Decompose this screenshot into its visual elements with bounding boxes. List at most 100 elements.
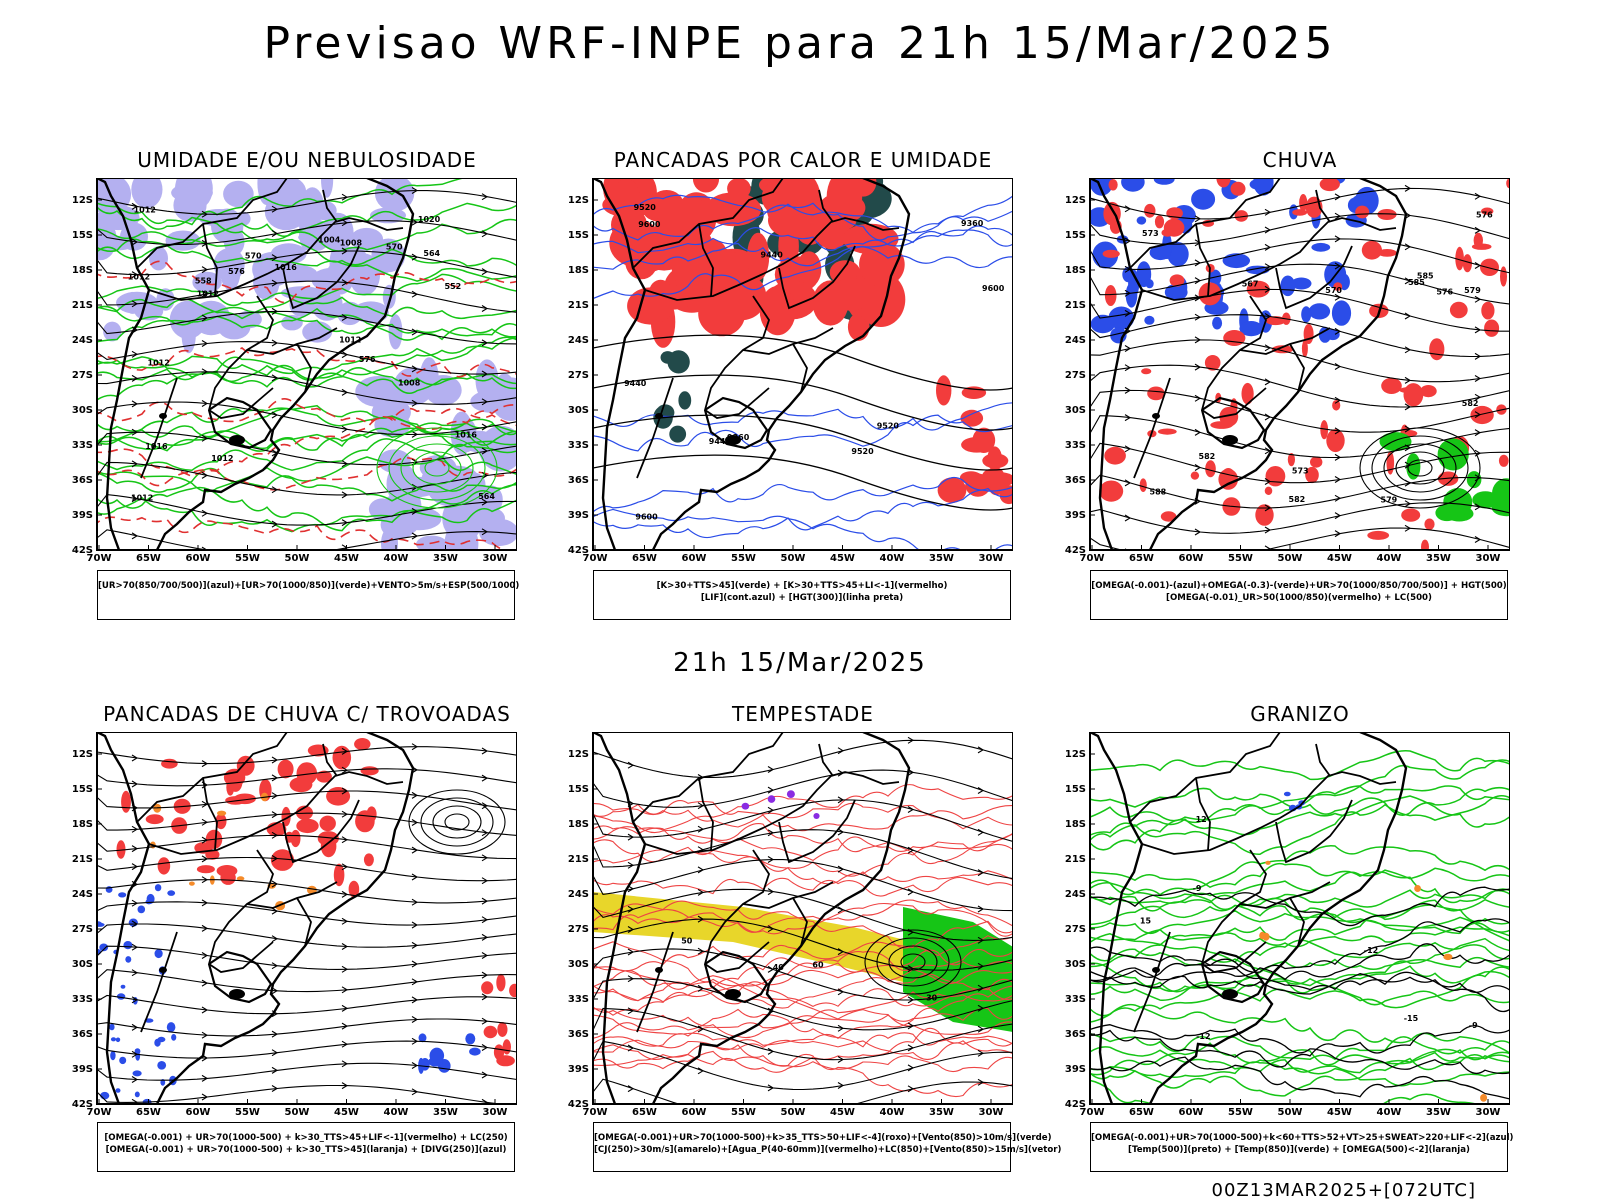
vortex-ring	[1383, 443, 1457, 493]
state-border	[282, 799, 360, 864]
lat-label: 33S	[1065, 440, 1086, 451]
contour-label: 9360	[961, 219, 984, 228]
wind-arrow	[131, 374, 139, 382]
wind-arrow	[907, 736, 915, 744]
wind-arrow	[1194, 313, 1202, 321]
wind-arrow	[1124, 237, 1132, 245]
shaded-area	[1241, 382, 1254, 405]
lon-label: 70W	[87, 553, 112, 564]
shaded-area	[1169, 274, 1185, 287]
wind-arrow	[411, 846, 419, 854]
wind-arrow	[201, 1006, 209, 1014]
contour-label: 570	[1325, 286, 1342, 295]
wind-arrow	[341, 519, 349, 527]
wind-arrow	[627, 905, 635, 913]
lat-label: 36S	[1065, 475, 1086, 486]
contour-label: 12	[1196, 815, 1207, 824]
coastline-west	[593, 732, 647, 1104]
contour-label: 564	[478, 492, 495, 501]
wind-arrow	[481, 802, 489, 810]
anticyclone	[408, 789, 506, 855]
vortex-ring	[888, 945, 938, 979]
geography	[97, 732, 415, 1104]
streamline	[97, 401, 517, 436]
wind-arrow	[201, 1031, 209, 1039]
contour-line	[97, 427, 517, 451]
shaded-area	[1443, 953, 1453, 961]
shaded-area	[1466, 471, 1482, 489]
state-border	[1315, 189, 1331, 223]
shaded-area	[609, 219, 662, 267]
wind-arrow	[201, 855, 209, 863]
lat-label: 12S	[1065, 749, 1086, 760]
shaded-area	[100, 1091, 110, 1100]
wind-arrow	[977, 984, 985, 992]
wind-arrow	[271, 756, 279, 764]
streamline	[97, 1062, 517, 1081]
wind-arrow	[271, 987, 279, 995]
wind-arrow	[837, 747, 845, 755]
shaded-area	[1222, 253, 1250, 269]
wind-arrow	[411, 1062, 419, 1069]
lat-label: 42S	[72, 545, 93, 556]
contour-label: 558	[195, 277, 212, 286]
wind-arrow	[977, 1049, 985, 1057]
coastline-west	[97, 178, 151, 550]
shaded-area	[747, 232, 770, 281]
wind-arrow	[1334, 293, 1342, 301]
wind-arrow	[481, 952, 489, 959]
lat-label: 33S	[72, 994, 93, 1005]
contour-label: -12	[1364, 946, 1378, 955]
shaded-area	[154, 884, 162, 892]
contour-line	[593, 949, 1013, 990]
legend-line: [OMEGA(-0.01)_UR>50(1000/850)(vermelho) …	[1166, 593, 1432, 603]
shaded-area	[1437, 438, 1469, 471]
state-border	[778, 245, 856, 310]
state-border	[1141, 217, 1397, 301]
wind-arrow	[1474, 295, 1482, 303]
wind-arrow	[977, 746, 985, 754]
vortex-ring	[408, 789, 506, 855]
streamline	[1090, 238, 1510, 274]
wind-arrow	[1404, 376, 1412, 384]
contour-line	[1090, 795, 1510, 855]
wind-arrow	[411, 218, 419, 226]
coastline-west	[1090, 178, 1144, 550]
contour-line	[97, 466, 517, 502]
lat-label: 36S	[568, 475, 589, 486]
lat-label: 33S	[568, 440, 589, 451]
shaded-area	[1480, 1094, 1488, 1102]
lat-label: 24S	[1065, 889, 1086, 900]
contour-label: 9440	[709, 437, 732, 446]
lon-label: 65W	[1129, 553, 1154, 564]
lon-label: 55W	[235, 553, 260, 564]
streamline	[97, 494, 517, 526]
panel-title: PANCADAS DE CHUVA C/ TROVOADAS	[103, 702, 511, 726]
contour-label: 9440	[761, 251, 784, 260]
shaded-area	[1264, 486, 1273, 495]
legend-box: [OMEGA(-0.001) + UR>70(1000-500) + k>30_…	[97, 1122, 515, 1172]
wind-arrow	[1334, 494, 1342, 502]
state-border	[818, 189, 834, 223]
wind-arrow	[341, 388, 349, 396]
contour-labels: 9600952094409360960095209440936096009520…	[624, 203, 1005, 522]
shaded-area	[1157, 428, 1177, 435]
wind-arrow	[271, 339, 279, 347]
contour-line	[97, 337, 517, 401]
wind-arrow	[131, 1098, 139, 1104]
wind-arrow	[837, 948, 845, 956]
shaded-area	[960, 409, 984, 427]
wind-arrow	[341, 766, 349, 774]
shaded-area	[110, 1050, 116, 1061]
lon-label: 65W	[136, 553, 161, 564]
lat-label: 15S	[1065, 784, 1086, 795]
wind-arrow	[201, 818, 209, 826]
state-border	[818, 743, 834, 777]
shaded-area	[142, 1098, 152, 1104]
streamline	[1090, 187, 1510, 220]
wind-arrow	[411, 1088, 419, 1096]
geography	[593, 178, 911, 550]
instability-red	[602, 178, 906, 348]
shaded-area	[1377, 249, 1397, 257]
shaded-area	[355, 376, 403, 407]
